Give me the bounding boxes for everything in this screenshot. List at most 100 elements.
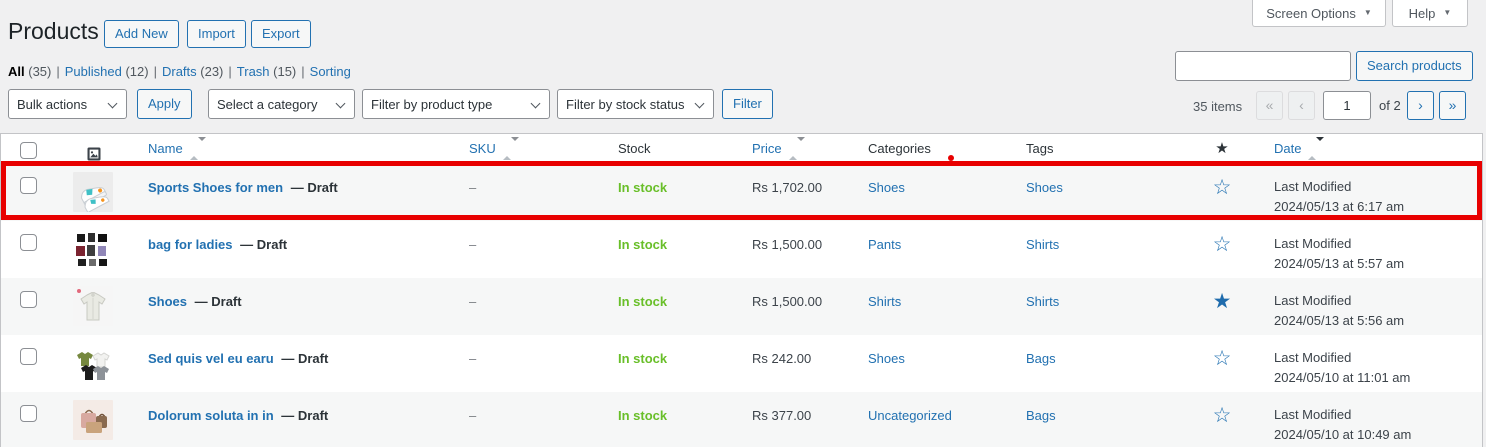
price-value: Rs 1,500.00: [752, 294, 823, 309]
tag-link[interactable]: Shirts: [1026, 294, 1060, 309]
post-state-label: — Draft: [194, 294, 242, 309]
tag-link[interactable]: Shirts: [1026, 237, 1060, 252]
product-thumbnail[interactable]: [73, 172, 113, 212]
product-thumbnail[interactable]: [73, 229, 113, 269]
search-products-button[interactable]: Search products: [1356, 51, 1473, 81]
product-thumbnail[interactable]: [73, 400, 113, 440]
status-filter-trash[interactable]: Trash (15): [236, 64, 297, 79]
featured-star-toggle[interactable]: ☆: [1212, 404, 1232, 427]
add-new-button[interactable]: Add New: [104, 20, 179, 48]
date-modified: Last Modified 2024/05/13 at 5:56 am: [1274, 293, 1405, 328]
filter-count: (15): [269, 64, 297, 79]
screen-options-tab[interactable]: Screen Options ▼: [1252, 0, 1386, 27]
sort-arrows-icon: [189, 134, 206, 164]
featured-star-toggle[interactable]: ☆: [1212, 233, 1232, 256]
table-row: Sed quis vel eu earu — Draft – In stock …: [1, 335, 1482, 392]
sort-by-sku-header[interactable]: SKU: [469, 134, 519, 164]
next-page-button[interactable]: ›: [1407, 91, 1434, 120]
help-tab[interactable]: Help ▼: [1392, 0, 1468, 27]
product-name-link[interactable]: Dolorum soluta in in: [148, 408, 274, 423]
row-checkbox[interactable]: [20, 348, 37, 365]
stock-column-header: Stock: [618, 141, 651, 156]
filter-button[interactable]: Filter: [722, 89, 773, 119]
stock-status-filter-select[interactable]: Filter by stock status: [557, 89, 714, 119]
featured-star-toggle[interactable]: ☆: [1212, 176, 1232, 199]
status-filter-links: All (35) | Published (12) | Drafts (23) | Tras…: [8, 64, 351, 79]
current-page-input[interactable]: [1323, 91, 1371, 120]
stock-status: In stock: [618, 408, 668, 423]
chevron-down-icon: ▼: [1363, 8, 1372, 17]
stock-status: In stock: [618, 180, 668, 195]
sku-value: –: [469, 180, 477, 195]
sort-arrows-icon: [788, 134, 805, 164]
post-state-label: — Draft: [240, 237, 288, 252]
price-value: Rs 377.00: [752, 408, 812, 423]
row-checkbox[interactable]: [20, 405, 37, 422]
previous-page-button: ‹: [1288, 91, 1315, 120]
chevron-down-icon: ▼: [1443, 8, 1452, 17]
select-all-checkbox[interactable]: [20, 142, 37, 159]
search-input[interactable]: [1175, 51, 1351, 81]
export-button[interactable]: Export: [251, 20, 311, 48]
status-filter-sorting[interactable]: Sorting: [309, 64, 351, 79]
featured-star-toggle[interactable]: ☆: [1212, 347, 1232, 370]
sort-arrows-icon: [502, 134, 519, 164]
sort-arrows-icon: [1308, 134, 1325, 164]
sort-by-date-header[interactable]: Date: [1274, 134, 1325, 164]
date-modified: Last Modified 2024/05/10 at 11:01 am: [1274, 350, 1411, 385]
date-modified: Last Modified 2024/05/13 at 6:17 am: [1274, 179, 1405, 214]
table-row: Shoes — Draft – In stock Rs 1,500.00 Shi…: [1, 278, 1482, 335]
last-page-button[interactable]: »: [1439, 91, 1466, 120]
apply-button[interactable]: Apply: [137, 89, 192, 119]
post-state-label: — Draft: [281, 351, 329, 366]
product-name-link[interactable]: Sed quis vel eu earu: [148, 351, 274, 366]
status-filter-drafts[interactable]: Drafts (23): [161, 64, 224, 79]
tag-link[interactable]: Shoes: [1026, 180, 1063, 195]
row-checkbox[interactable]: [20, 291, 37, 308]
image-column-icon: [87, 142, 101, 172]
bulk-actions-select[interactable]: Bulk actions: [8, 89, 127, 119]
import-button[interactable]: Import: [187, 20, 246, 48]
featured-star-column-header: ★: [1215, 140, 1229, 157]
sort-by-price-header[interactable]: Price: [752, 134, 805, 164]
category-link[interactable]: Uncategorized: [868, 408, 952, 423]
sku-value: –: [469, 408, 477, 423]
row-checkbox[interactable]: [20, 234, 37, 251]
categories-column-header: Categories: [868, 141, 931, 156]
chevron-down-icon: [107, 98, 118, 109]
category-link[interactable]: Pants: [868, 237, 902, 252]
category-filter-selected-value: Select a category: [217, 96, 318, 112]
stock-status: In stock: [618, 351, 668, 366]
product-name-link[interactable]: Sports Shoes for men: [148, 180, 284, 195]
tag-link[interactable]: Bags: [1026, 351, 1056, 366]
category-filter-select[interactable]: Select a category: [208, 89, 355, 119]
row-checkbox[interactable]: [20, 177, 37, 194]
category-link[interactable]: Shoes: [868, 351, 905, 366]
product-type-filter-select[interactable]: Filter by product type: [362, 89, 550, 119]
items-count: 35 items: [1193, 99, 1243, 114]
status-filter-all[interactable]: All (35): [8, 64, 52, 79]
product-thumbnail[interactable]: [73, 286, 113, 326]
sort-by-name-header[interactable]: Name: [148, 134, 206, 164]
product-name-link[interactable]: bag for ladies: [148, 237, 233, 252]
category-link[interactable]: Shoes: [868, 180, 905, 195]
chevron-down-icon: [335, 98, 346, 109]
product-type-selected-value: Filter by product type: [371, 96, 493, 112]
stock-status: In stock: [618, 237, 668, 252]
product-name-link[interactable]: Shoes: [148, 294, 188, 309]
status-filter-published[interactable]: Published (12): [64, 64, 149, 79]
date-modified: Last Modified 2024/05/13 at 5:57 am: [1274, 236, 1405, 271]
chevron-down-icon: [694, 98, 705, 109]
category-link[interactable]: Shirts: [868, 294, 902, 309]
page-title: Products: [8, 18, 99, 44]
table-body: Sports Shoes for men — Draft – In stock …: [1, 164, 1482, 447]
featured-star-toggle[interactable]: ★: [1212, 290, 1232, 313]
table-row: bag for ladies — Draft – In stock Rs 1,5…: [1, 221, 1482, 278]
date-modified: Last Modified 2024/05/10 at 10:49 am: [1274, 407, 1412, 442]
price-value: Rs 1,702.00: [752, 180, 823, 195]
filter-count: (35): [24, 64, 52, 79]
product-thumbnail[interactable]: [73, 343, 113, 383]
products-table: Name SKU Stock Price Categories Tags ★ D…: [0, 133, 1483, 447]
tag-link[interactable]: Bags: [1026, 408, 1056, 423]
stock-status-selected-value: Filter by stock status: [566, 96, 685, 112]
